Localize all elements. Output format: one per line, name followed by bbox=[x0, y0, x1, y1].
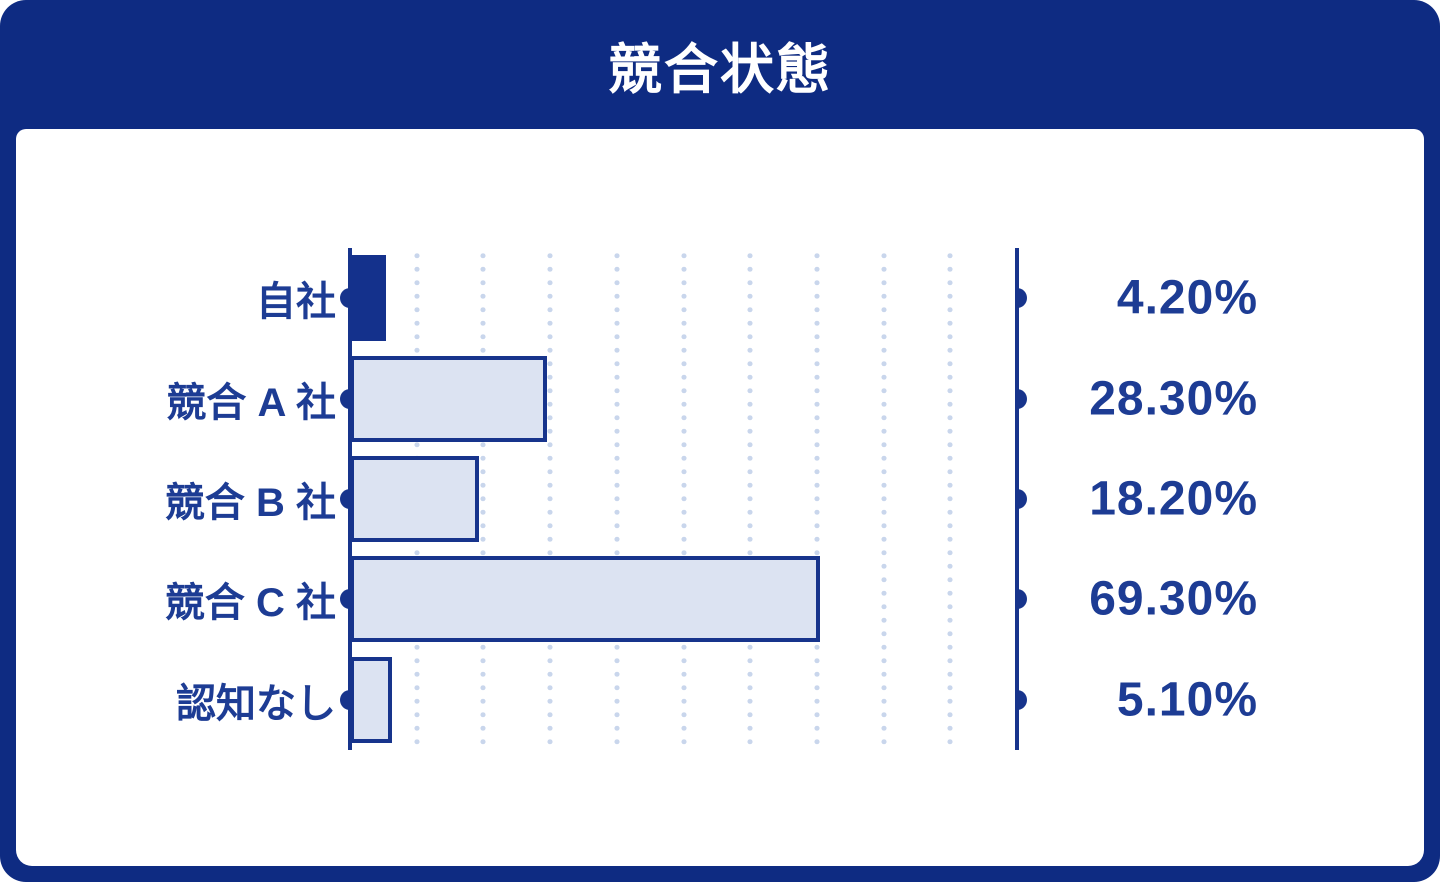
gridline-60pct bbox=[747, 248, 754, 750]
bar-competitor-b bbox=[350, 455, 480, 542]
value-label: 4.20% bbox=[1116, 271, 1258, 325]
bar-chart: 自社 4.20% 競合 A 社 28.30% 競合 B 社 18.20% 競合 … bbox=[0, 248, 1440, 750]
axis-tick-dot-right bbox=[1017, 488, 1027, 509]
gridline-80pct bbox=[880, 248, 887, 750]
value-label: 5.10% bbox=[1116, 673, 1258, 727]
value-label: 18.20% bbox=[1089, 472, 1258, 526]
category-label: 認知なし bbox=[176, 681, 336, 726]
gridline-50pct bbox=[680, 248, 687, 750]
axis-tick-dot-left bbox=[340, 288, 350, 309]
value-label: 69.30% bbox=[1089, 572, 1258, 626]
axis-tick-dot-right bbox=[1017, 589, 1027, 610]
axis-tick-dot-right bbox=[1017, 689, 1027, 710]
chart-panel bbox=[16, 129, 1424, 866]
card-header: 競合状態 bbox=[0, 0, 1440, 129]
gridline-70pct bbox=[813, 248, 820, 750]
chart-row-own-company: 自社 4.20% bbox=[0, 248, 1440, 348]
category-label: 競合 C 社 bbox=[164, 581, 336, 626]
page-title: 競合状態 bbox=[608, 40, 832, 100]
category-label: 自社 bbox=[256, 280, 336, 325]
gridline-90pct bbox=[947, 248, 954, 750]
category-label: 競合 B 社 bbox=[164, 480, 336, 525]
axis-tick-dot-left bbox=[340, 589, 350, 610]
chart-row-competitor-b: 競合 B 社 18.20% bbox=[0, 449, 1440, 549]
axis-tick-dot-right bbox=[1017, 388, 1027, 409]
gridline-30pct bbox=[547, 248, 554, 750]
axis-tick-dot-left bbox=[340, 689, 350, 710]
axis-tick-dot-right bbox=[1017, 288, 1027, 309]
bar-competitor-c bbox=[350, 556, 821, 643]
gridline-20pct bbox=[480, 248, 487, 750]
chart-row-no-awareness: 認知なし 5.10% bbox=[0, 650, 1440, 750]
bar-no-awareness bbox=[350, 656, 392, 743]
axis-tick-dot-left bbox=[340, 388, 350, 409]
value-label: 28.30% bbox=[1089, 372, 1258, 426]
axis-tick-dot-left bbox=[340, 488, 350, 509]
gridline-40pct bbox=[613, 248, 620, 750]
bar-own-company bbox=[350, 255, 386, 342]
chart-row-competitor-c: 競合 C 社 69.30% bbox=[0, 549, 1440, 649]
bar-competitor-a bbox=[350, 355, 547, 442]
chart-row-competitor-a: 競合 A 社 28.30% bbox=[0, 348, 1440, 448]
category-label: 競合 A 社 bbox=[166, 380, 336, 425]
